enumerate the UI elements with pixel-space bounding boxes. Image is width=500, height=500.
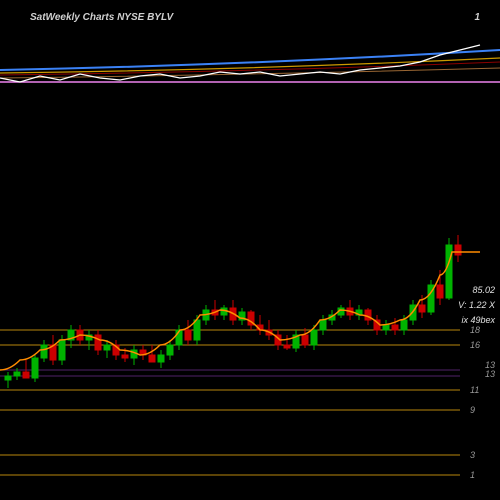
svg-text:16: 16 (470, 340, 480, 350)
chart-container: 18 16 11 9 3 1 SatWeekly Charts NYSE BYLV 1 8… (0, 0, 500, 500)
svg-text:9: 9 (470, 405, 475, 415)
svg-text:1: 1 (470, 470, 475, 480)
svg-text:11: 11 (470, 385, 479, 395)
chart-svg: 18 16 11 9 3 1 (0, 0, 500, 500)
chart-title-left: SatWeekly Charts NYSE BYLV (30, 12, 173, 23)
value-label: 85.02 (472, 285, 495, 295)
chart-title-right: 1 (474, 12, 480, 23)
svg-text:3: 3 (470, 450, 475, 460)
value-label: ix 49bex (461, 315, 495, 325)
svg-text:18: 18 (470, 325, 480, 335)
value-label: V: 1.22 X (458, 300, 495, 310)
value-label: 13 (485, 369, 495, 379)
